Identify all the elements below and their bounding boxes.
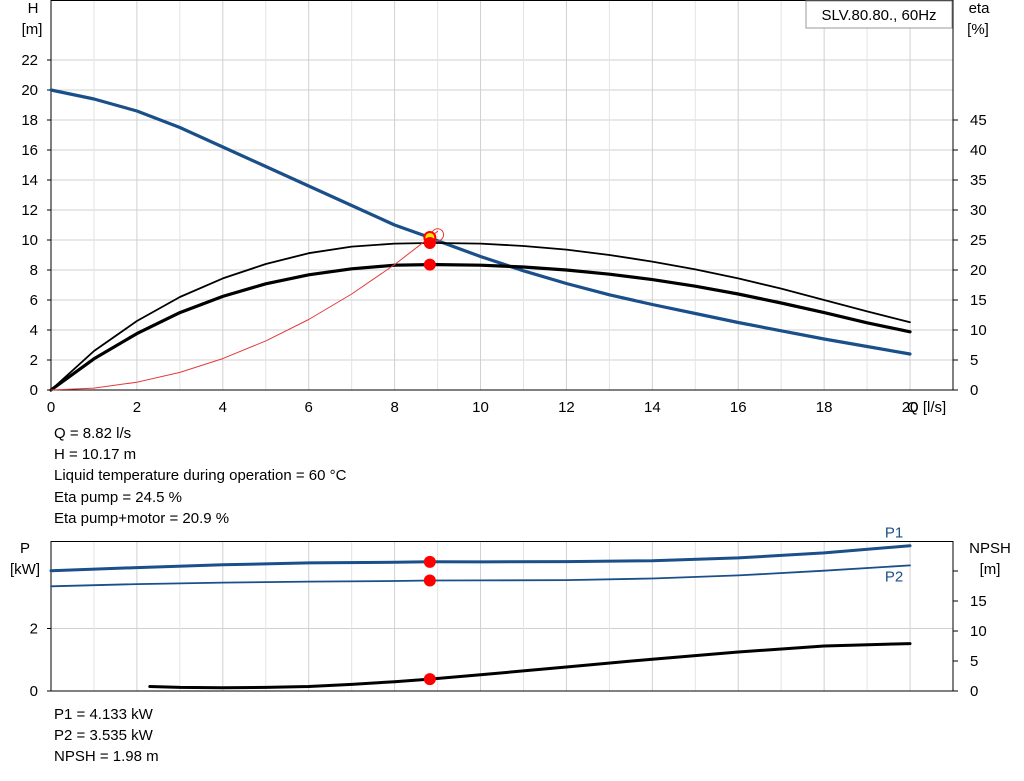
y-left-axis-label: H bbox=[28, 0, 39, 17]
y-left-axis-label: P bbox=[20, 540, 30, 557]
x-tick-label: 6 bbox=[305, 399, 313, 416]
x-tick-label: 14 bbox=[644, 399, 661, 416]
y-left-axis-label: [m] bbox=[22, 21, 43, 38]
eta-pump-motor-value: Eta pump+motor = 20.9 % bbox=[54, 510, 230, 527]
y-left-tick-label: 4 bbox=[30, 322, 38, 339]
x-tick-label: 10 bbox=[472, 399, 489, 416]
title-box bbox=[805, 0, 953, 29]
head-value: H = 10.17 m bbox=[54, 446, 137, 463]
x-tick-label: 16 bbox=[730, 399, 747, 416]
y-right-tick-label: 25 bbox=[970, 232, 987, 249]
x-tick-label: 0 bbox=[47, 399, 55, 416]
y-left-tick-label: 16 bbox=[21, 142, 38, 159]
y-right-tick-label: 40 bbox=[970, 142, 987, 159]
y-right-tick-label: 10 bbox=[970, 623, 987, 640]
y-right-tick-label: 5 bbox=[970, 352, 978, 369]
npsh-value: NPSH = 1.98 m bbox=[54, 748, 159, 765]
y-left-tick-label: 0 bbox=[30, 683, 38, 700]
series-line-1 bbox=[50, 242, 911, 391]
series-line-1 bbox=[50, 564, 911, 588]
y-left-tick-label: 8 bbox=[30, 262, 38, 279]
y-right-tick-label: 10 bbox=[970, 322, 987, 339]
y-left-tick-label: 0 bbox=[30, 382, 38, 399]
y-left-tick-label: 18 bbox=[21, 112, 38, 129]
power-npsh-chart: 0 2 0 5 10 15 P [kW] NPSH [m] P1 P2 bbox=[10, 525, 1011, 700]
plot-frame bbox=[50, 0, 954, 391]
series-label-p2: P2 bbox=[885, 568, 903, 585]
series-line-2 bbox=[148, 642, 912, 690]
y-left-axis-label: [kW] bbox=[10, 561, 40, 578]
y-right-tick-label: 5 bbox=[970, 653, 978, 670]
y-right-tick-label: 0 bbox=[970, 683, 978, 700]
series-line-2 bbox=[49, 263, 912, 392]
chart-title: SLV.80.80., 60Hz bbox=[821, 7, 936, 24]
y-right-axis-label: [%] bbox=[967, 21, 989, 38]
x-tick-label: 18 bbox=[816, 399, 833, 416]
y-left-tick-label: 20 bbox=[21, 82, 38, 99]
pump-performance-chart: 0 2 4 6 8 10 12 14 16 18 20 0 2 4 6 8 10 12 14 16 18 20 22 0 5 10… bbox=[21, 0, 990, 416]
y-right-tick-label: 20 bbox=[970, 262, 987, 279]
x-tick-label: 12 bbox=[558, 399, 575, 416]
x-tick-label: 20 bbox=[902, 399, 919, 416]
y-left-tick-label: 12 bbox=[21, 202, 38, 219]
y-left-tick-label: 10 bbox=[21, 232, 38, 249]
y-right-axis-label: [m] bbox=[980, 561, 1001, 578]
p1-value: P1 = 4.133 kW bbox=[54, 706, 153, 723]
operating-point-1 bbox=[423, 237, 436, 249]
y-left-tick-label: 2 bbox=[30, 352, 38, 369]
y-left-tick-label: 2 bbox=[30, 621, 38, 638]
y-left-tick-label: 14 bbox=[21, 172, 38, 189]
operating-point-1 bbox=[423, 574, 436, 587]
operating-point-2 bbox=[423, 673, 436, 686]
series-line-0 bbox=[49, 544, 912, 573]
y-right-tick-label: 0 bbox=[970, 382, 978, 399]
y-right-axis-label: NPSH bbox=[969, 540, 1011, 557]
y-right-tick-label: 15 bbox=[970, 292, 987, 309]
flow-value: Q = 8.82 l/s bbox=[54, 425, 132, 442]
liquid-temperature-value: Liquid temperature during operation = 60… bbox=[54, 467, 347, 484]
y-right-tick-label: 45 bbox=[970, 112, 987, 129]
y-right-tick-label: 15 bbox=[970, 593, 987, 610]
y-left-tick-label: 22 bbox=[21, 52, 38, 69]
operating-point-0 bbox=[423, 555, 436, 568]
plot-frame bbox=[50, 541, 954, 692]
y-right-axis-label: eta bbox=[969, 0, 991, 17]
x-axis-label: Q [l/s] bbox=[907, 399, 946, 416]
eta-pump-value: Eta pump = 24.5 % bbox=[54, 489, 182, 506]
series-line-0 bbox=[49, 88, 912, 356]
p2-value: P2 = 3.535 kW bbox=[54, 727, 153, 744]
y-right-tick-label: 30 bbox=[970, 202, 987, 219]
y-left-tick-label: 6 bbox=[30, 292, 38, 309]
series-line-3 bbox=[50, 230, 439, 391]
x-tick-label: 8 bbox=[390, 399, 398, 416]
operating-point-2 bbox=[423, 258, 436, 271]
x-tick-label: 4 bbox=[219, 399, 227, 416]
x-tick-label: 2 bbox=[133, 399, 141, 416]
series-label-p1: P1 bbox=[885, 525, 903, 542]
y-right-tick-label: 35 bbox=[970, 172, 987, 189]
